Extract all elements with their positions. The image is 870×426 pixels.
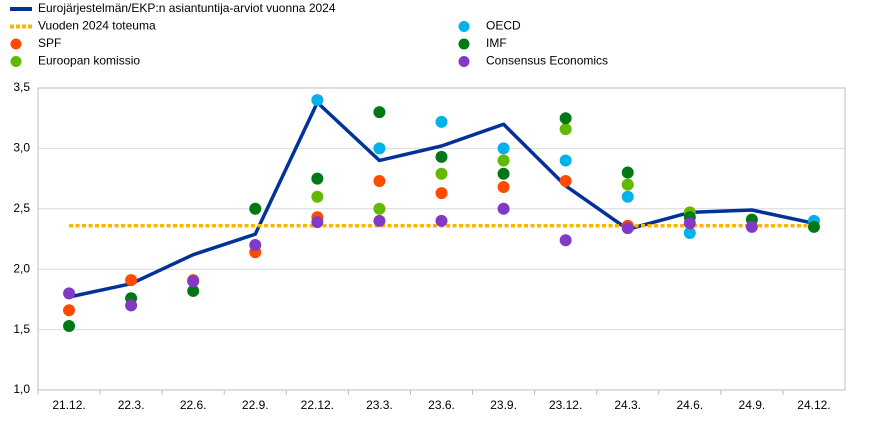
marker	[497, 181, 510, 194]
x-tick-label: 24.12.	[797, 398, 830, 412]
legend-label: Eurojärjestelmän/EKP:n asiantuntija-arvi…	[38, 1, 336, 15]
marker	[311, 94, 324, 107]
marker	[311, 216, 324, 229]
marker	[559, 154, 572, 167]
marker	[187, 284, 200, 297]
marker	[249, 202, 262, 215]
marker	[187, 275, 200, 288]
marker	[621, 178, 634, 191]
marker	[497, 154, 510, 167]
marker	[249, 239, 262, 252]
marker	[745, 220, 758, 233]
legend-label: IMF	[486, 36, 507, 50]
x-tick-label: 22.12.	[301, 398, 334, 412]
legend-swatch	[458, 56, 470, 67]
marker	[125, 299, 138, 312]
y-tick-label: 2,5	[13, 201, 30, 215]
legend-label: Euroopan komissio	[38, 54, 140, 68]
x-tick-label: 23.12.	[549, 398, 582, 412]
marker	[435, 167, 448, 180]
plot-frame	[37, 87, 846, 391]
marker	[125, 274, 138, 287]
marker	[373, 214, 386, 227]
x-tick-label: 24.6.	[676, 398, 703, 412]
y-tick-label: 3,5	[13, 80, 30, 94]
marker	[621, 222, 634, 235]
legend-label: Consensus Economics	[486, 54, 608, 68]
marker	[621, 190, 634, 203]
legend-swatch	[458, 21, 470, 32]
marker	[497, 167, 510, 180]
marker	[63, 287, 76, 300]
marker	[63, 319, 76, 332]
marker	[311, 172, 324, 185]
x-tick-label: 23.3.	[366, 398, 393, 412]
x-tick-label: 22.9.	[242, 398, 269, 412]
y-tick-label: 1,5	[13, 322, 30, 336]
marker	[311, 190, 324, 203]
marker	[559, 234, 572, 247]
marker	[435, 214, 448, 227]
x-tick-label: 24.9.	[739, 398, 766, 412]
marker	[683, 217, 696, 230]
marker	[559, 175, 572, 188]
marker	[373, 142, 386, 155]
marker	[373, 175, 386, 188]
legend-label: OECD	[486, 19, 521, 33]
x-tick-label: 21.12.	[52, 398, 85, 412]
legend-swatch	[10, 38, 22, 50]
marker	[435, 187, 448, 200]
y-tick-label: 2,0	[13, 261, 30, 275]
marker	[373, 202, 386, 215]
x-tick-label: 22.3.	[118, 398, 145, 412]
marker	[559, 123, 572, 136]
marker	[683, 226, 696, 239]
x-tick-label: 24.3.	[614, 398, 641, 412]
marker	[435, 150, 448, 163]
marker	[497, 142, 510, 155]
marker	[497, 202, 510, 215]
legend-swatch	[458, 38, 470, 50]
x-tick-label: 23.9.	[490, 398, 517, 412]
marker	[373, 106, 386, 119]
line	[68, 100, 815, 299]
marker	[63, 304, 76, 317]
legend-swatch	[10, 56, 22, 67]
marker	[621, 166, 634, 179]
y-tick-label: 1,0	[13, 382, 30, 396]
y-tick-label: 3,0	[13, 141, 30, 155]
marker	[435, 115, 448, 128]
legend-label: SPF	[38, 36, 61, 50]
marker	[807, 220, 820, 233]
x-tick-label: 22.6.	[180, 398, 207, 412]
legend-label: Vuoden 2024 toteuma	[38, 19, 156, 33]
x-tick-label: 23.6.	[428, 398, 455, 412]
marker	[559, 112, 572, 125]
